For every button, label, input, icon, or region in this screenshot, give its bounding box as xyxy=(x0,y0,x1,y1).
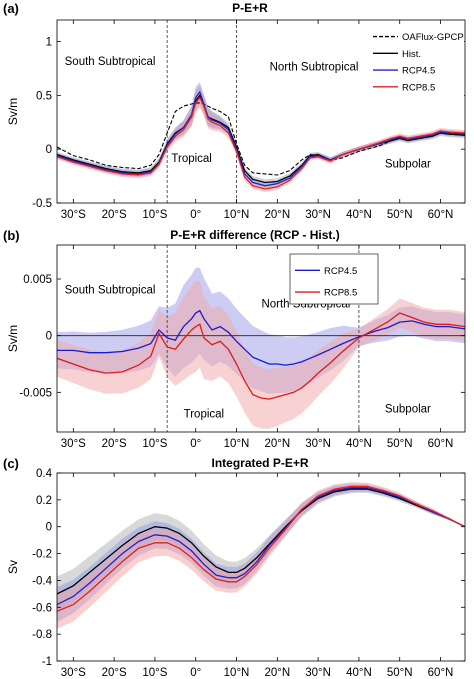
series-line-Hist. xyxy=(57,94,465,184)
region-label: South Subtropical xyxy=(65,56,156,68)
x-tick-label: 0° xyxy=(190,209,201,221)
y-tick-label: -0.6 xyxy=(32,602,52,614)
x-tick-label: 10°S xyxy=(142,209,167,221)
series-line-Hist. xyxy=(57,488,465,595)
region-label: Tropical xyxy=(184,408,224,420)
x-tick-label: 0° xyxy=(190,667,201,679)
y-tick-label: -1 xyxy=(42,656,52,668)
panel-label: (c) xyxy=(3,456,19,471)
region-label: North Subtropical xyxy=(270,62,359,74)
x-tick-label: 60°N xyxy=(428,209,454,221)
region-label: Subpolar xyxy=(385,158,431,170)
legend-label: RCP4.5 xyxy=(402,66,435,77)
axes-frame xyxy=(56,244,466,433)
x-tick-label: 10°N xyxy=(224,667,250,679)
legend-label: RCP8.5 xyxy=(402,82,435,93)
legend-label: Hist. xyxy=(402,49,421,60)
y-axis-label: Sv/m xyxy=(6,98,20,125)
band-RCP4.5 xyxy=(57,267,465,394)
y-tick-label: 0.2 xyxy=(36,495,52,507)
series-line-OAFlux-GPCP xyxy=(57,102,465,176)
y-axis-label: Sv xyxy=(6,560,20,574)
y-tick-label: 0.4 xyxy=(36,468,53,480)
axes-frame xyxy=(56,472,466,662)
panel-label: (a) xyxy=(3,1,19,16)
x-tick-label: 20°S xyxy=(102,209,127,221)
y-tick-label: 0 xyxy=(46,144,52,156)
panel-c: (c) Integrated P-E+R Sv 30°S 20°S 10°S 0° 10°N 2… xyxy=(3,456,466,679)
x-tick-label: 20°S xyxy=(102,438,127,450)
legend-label: RCP4.5 xyxy=(324,266,357,277)
series-line-RCP8.5 xyxy=(57,96,465,190)
x-tick-label: 20°S xyxy=(102,667,127,679)
x-tick-label: 60°N xyxy=(428,667,454,679)
y-tick-label: 0 xyxy=(46,331,52,343)
chart-title: Integrated P-E+R xyxy=(211,456,308,470)
y-tick-label: -0.8 xyxy=(32,629,52,641)
band-RCP8.5 xyxy=(57,87,465,193)
x-tick-label: 40°N xyxy=(346,209,372,221)
x-tick-label: 50°N xyxy=(387,209,413,221)
region-label: South Subtropical xyxy=(65,285,156,297)
x-tick-label: 60°N xyxy=(428,438,454,450)
plot-area xyxy=(57,482,465,629)
y-tick-label: -0.5 xyxy=(32,198,52,210)
x-tick-label: 10°S xyxy=(142,438,167,450)
axes-frame xyxy=(56,19,466,204)
x-tick-label: 30°S xyxy=(61,438,86,450)
x-tick-label: 30°N xyxy=(305,209,331,221)
series-line-RCP4.5 xyxy=(57,90,465,187)
x-tick-label: 50°N xyxy=(387,667,413,679)
y-tick-label: 1 xyxy=(46,37,52,49)
x-tick-label: 30°S xyxy=(61,209,86,221)
y-tick-label: 0.005 xyxy=(23,274,52,286)
x-tick-label: 10°N xyxy=(224,209,250,221)
series-line-RCP8.5 xyxy=(57,485,465,612)
legend: RCP4.5 RCP8.5 xyxy=(289,253,379,305)
series-line-RCP8.5 xyxy=(57,312,465,400)
y-tick-label: -0.005 xyxy=(19,387,52,399)
y-tick-label: -0.2 xyxy=(32,549,52,561)
series-line-RCP4.5 xyxy=(57,309,465,366)
x-tick-label: 30°N xyxy=(305,438,331,450)
x-tick-label: 50°N xyxy=(387,438,413,450)
x-tick-label: 10°N xyxy=(224,438,250,450)
panel-label: (b) xyxy=(3,228,20,243)
legend-label: OAFlux-GPCP xyxy=(402,32,464,43)
legend: OAFlux-GPCP Hist. RCP4.5 RCP8.5 xyxy=(368,24,464,96)
panel-a: (a) P-E+R Sv/m South Subtropical North Subtr… xyxy=(3,1,466,221)
plot-area xyxy=(57,20,465,203)
series-line-RCP4.5 xyxy=(57,487,465,606)
y-tick-label: -0.4 xyxy=(32,575,52,587)
x-tick-label: 30°N xyxy=(305,667,331,679)
x-tick-label: 40°N xyxy=(346,667,372,679)
legend-box xyxy=(289,253,379,305)
chart-title: P-E+R xyxy=(232,1,268,15)
x-tick-label: 20°N xyxy=(264,438,290,450)
x-tick-label: 20°N xyxy=(264,209,290,221)
chart-title: P-E+R difference (RCP - Hist.) xyxy=(170,228,339,242)
y-tick-label: 0 xyxy=(46,522,52,534)
x-tick-label: 40°N xyxy=(346,438,372,450)
y-tick-label: 0.5 xyxy=(36,90,52,102)
band-RCP8.5 xyxy=(57,281,465,429)
region-label: Subpolar xyxy=(385,404,431,416)
panel-b: (b) P-E+R difference (RCP - Hist.) Sv/m Sou… xyxy=(3,228,466,450)
region-label: Tropical xyxy=(171,153,211,165)
x-tick-label: 20°N xyxy=(264,667,290,679)
legend-label: RCP8.5 xyxy=(324,288,357,299)
legend-box xyxy=(368,24,464,96)
x-tick-label: 0° xyxy=(190,438,201,450)
y-axis-label: Sv/m xyxy=(6,325,20,352)
x-tick-label: 30°S xyxy=(61,667,86,679)
x-tick-label: 10°S xyxy=(142,667,167,679)
